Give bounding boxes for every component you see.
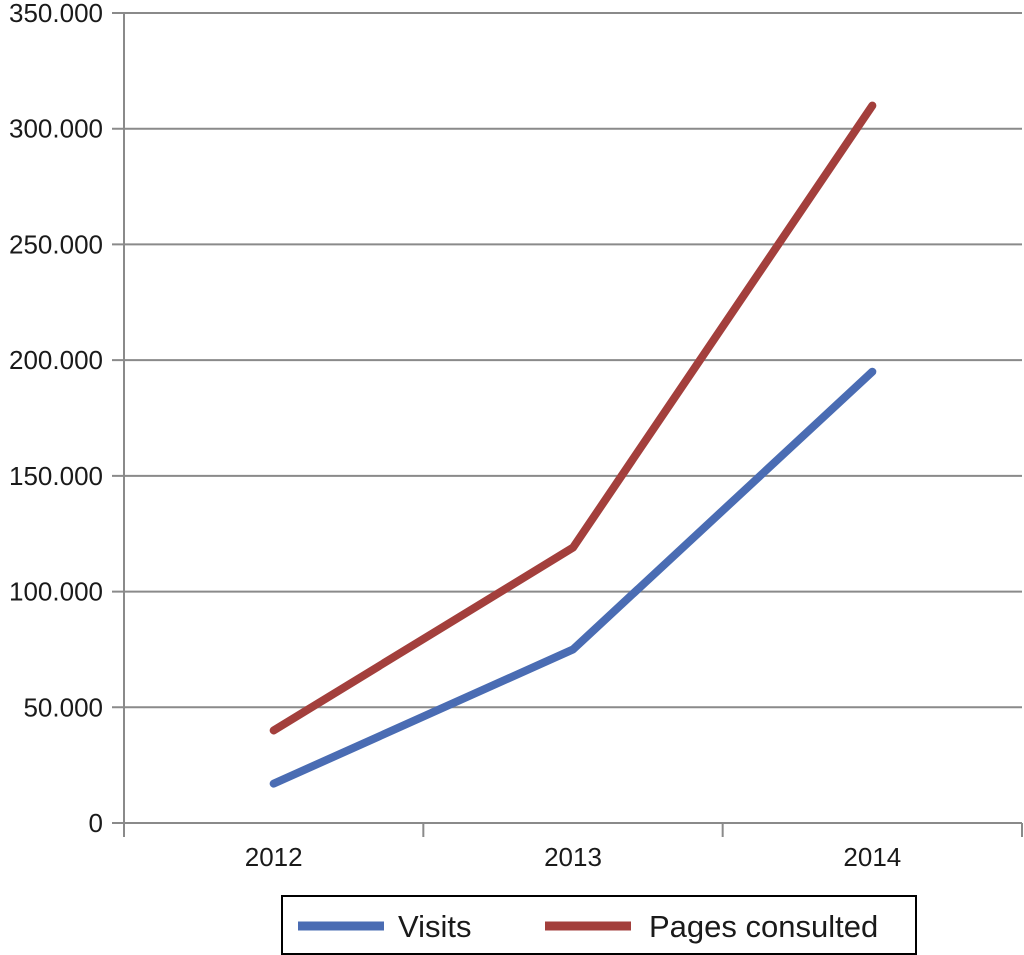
y-tick-label: 250.000 [9, 229, 103, 259]
x-tick-label: 2012 [245, 842, 303, 872]
data-point-pages-consulted [871, 105, 873, 107]
y-tick-label: 100.000 [9, 577, 103, 607]
x-tick-labels: 2012 2013 2014 [245, 842, 902, 872]
data-point-pages-consulted [273, 729, 275, 731]
legend: Visits Pages consulted [281, 895, 917, 955]
y-tick-label: 200.000 [9, 345, 103, 375]
axes [112, 13, 1023, 837]
data-point-pages-consulted [572, 547, 574, 549]
data-point-visits [871, 371, 873, 373]
y-tick-label: 150.000 [9, 461, 103, 491]
series-lines [269, 101, 877, 788]
grid-lines [112, 12, 1022, 709]
series-line-visits [269, 367, 877, 788]
series-line-pages-consulted [269, 101, 877, 735]
y-tick-labels: 0 50.000 100.000 150.000 200.000 250.000 300.0… [9, 0, 103, 838]
y-tick-label: 300.000 [9, 114, 103, 144]
legend-label-pages-consulted: Pages consulted [649, 909, 878, 944]
y-tick-label: 0 [89, 808, 103, 838]
y-tick-label: 50.000 [23, 692, 103, 722]
data-point-visits [273, 783, 275, 785]
x-tick-label: 2013 [544, 842, 602, 872]
data-point-visits [572, 648, 574, 650]
x-tick-label: 2014 [843, 842, 901, 872]
y-tick-label: 350.000 [9, 0, 103, 28]
legend-label-visits: Visits [398, 909, 472, 944]
